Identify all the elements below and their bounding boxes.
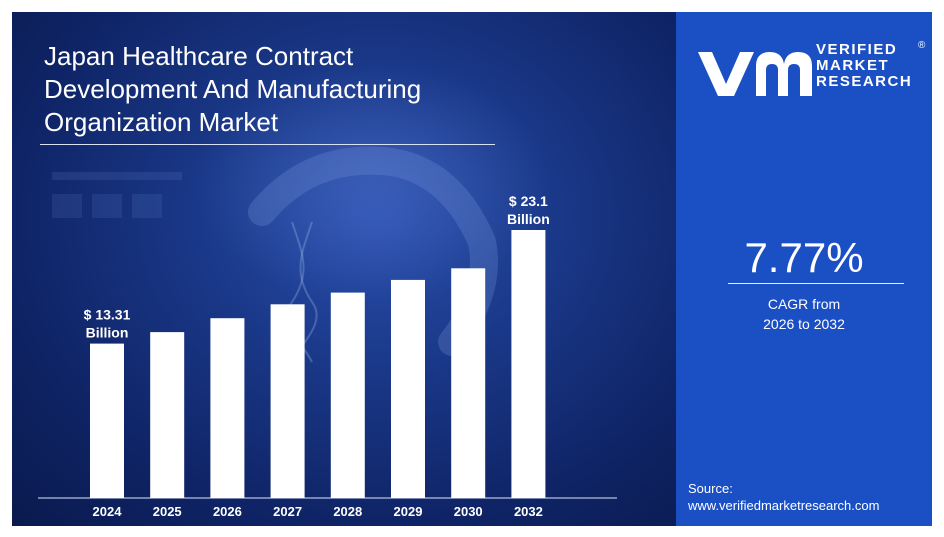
registered-mark: ® [918, 40, 926, 51]
x-tick-label-2024: 2024 [93, 504, 123, 519]
source-note: Source: www.verifiedmarketresearch.com [688, 480, 879, 514]
title-line-1: Japan Healthcare Contract [44, 41, 354, 71]
x-tick-label-2028: 2028 [333, 504, 362, 519]
brand-line-3: RESEARCH [816, 73, 913, 90]
page-title: Japan Healthcare Contract Development An… [44, 40, 564, 139]
cagr-value: 7.77% [744, 234, 864, 281]
bar-2029 [391, 279, 425, 498]
brand-line-2: MARKET [816, 57, 890, 74]
cagr-divider [728, 283, 904, 284]
infographic: Japan Healthcare Contract Development An… [12, 12, 932, 526]
source-label: Source: [688, 481, 733, 496]
bar-2030 [451, 268, 486, 498]
brand-name: VERIFIED MARKET RESEARCH [816, 42, 912, 90]
cagr-label-line-2: 2026 to 2032 [763, 316, 845, 332]
cagr-label: CAGR from 2026 to 2032 [676, 294, 932, 334]
data-label-2024-line-2: Billion [86, 325, 129, 341]
cagr-label-line-1: CAGR from [767, 296, 841, 312]
bar-2024 [90, 343, 124, 498]
x-tick-label-2027: 2027 [273, 504, 302, 519]
data-label-2024-line-1: $ 13.31 [84, 307, 131, 323]
bar-2026 [210, 318, 245, 498]
bar-2028 [330, 292, 365, 498]
brand-line-1: VERIFIED [816, 41, 898, 58]
bar-2025 [150, 332, 185, 498]
title-line-3: Organization Market [44, 107, 279, 137]
x-tick-label-2029: 2029 [394, 504, 423, 519]
title-line-2: Development And Manufacturing [44, 74, 422, 104]
brand-logo-icon [698, 52, 812, 96]
x-tick-label-2025: 2025 [153, 504, 182, 519]
source-url: www.verifiedmarketresearch.com [688, 498, 880, 513]
summary-panel: VERIFIED MARKET RESEARCH ® 7.77% CAGR fr… [676, 12, 932, 526]
bar-2027 [270, 304, 305, 498]
title-divider [40, 144, 495, 145]
bar-2032 [511, 230, 546, 498]
data-label-2032-line-1: $ 23.1 [509, 193, 548, 209]
x-tick-label-2032: 2032 [514, 504, 543, 519]
x-tick-label-2030: 2030 [454, 504, 483, 519]
bar-chart: 2024 2025 2026 2027 2028 2029 2030 2032 $ 13.31 B… [38, 193, 617, 519]
x-tick-label-2026: 2026 [213, 504, 242, 519]
chart-panel: Japan Healthcare Contract Development An… [12, 12, 676, 526]
data-label-2032-line-2: Billion [507, 211, 550, 227]
